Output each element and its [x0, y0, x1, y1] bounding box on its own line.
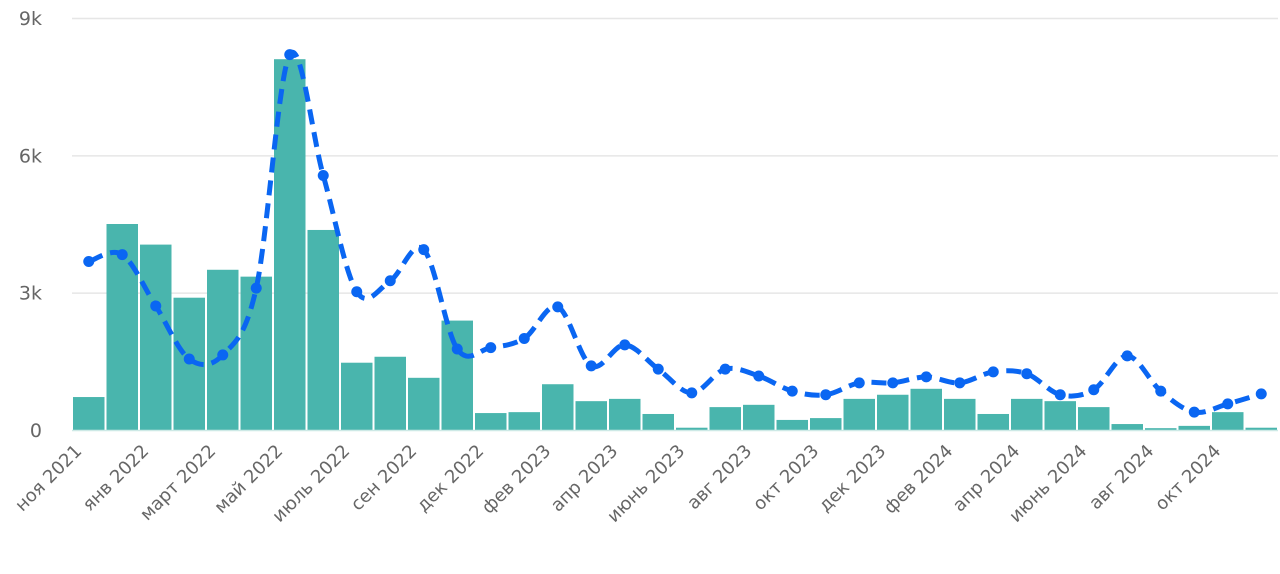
bar-series — [73, 59, 1277, 430]
bar — [1145, 428, 1177, 430]
bar — [910, 388, 942, 430]
bar — [676, 427, 708, 430]
bar — [743, 404, 775, 430]
line-point — [652, 363, 664, 375]
bar — [542, 384, 574, 430]
y-tick-label: 3k — [19, 283, 42, 305]
line-point — [116, 249, 128, 261]
line-point — [619, 339, 631, 351]
line-point — [351, 286, 363, 298]
line-point — [552, 301, 564, 313]
line-path — [87, 49, 1262, 416]
bar — [642, 413, 674, 430]
bar — [1178, 425, 1210, 430]
line-point — [585, 360, 597, 372]
line-point — [518, 332, 530, 344]
x-tick-label: фев 2023 — [478, 441, 556, 519]
x-tick-label: фев 2024 — [880, 441, 958, 519]
line-point — [83, 256, 95, 268]
bar — [475, 413, 507, 430]
bar — [776, 419, 808, 430]
x-tick-label: окт 2023 — [749, 441, 823, 515]
bar — [1245, 427, 1277, 430]
line-point — [853, 377, 865, 389]
line-point — [686, 387, 698, 399]
y-axis-tick-labels: 0 3k 6k 9k — [19, 8, 42, 442]
line-point — [954, 377, 966, 389]
bar — [374, 356, 406, 430]
bar — [609, 398, 641, 430]
line-point — [920, 371, 932, 383]
line-point — [786, 385, 798, 397]
line-point — [1088, 384, 1100, 396]
line-point — [317, 169, 329, 181]
line-point — [1155, 385, 1167, 397]
x-tick-label: окт 2024 — [1151, 441, 1225, 515]
line-point — [1054, 389, 1066, 401]
line-point — [753, 370, 765, 382]
bar — [441, 320, 473, 430]
line-point — [1188, 406, 1200, 418]
line-point — [1121, 350, 1133, 362]
line-point — [418, 244, 430, 256]
bar — [508, 412, 540, 430]
y-tick-label: 0 — [30, 420, 42, 442]
y-tick-label: 9k — [19, 8, 42, 30]
line-point — [217, 349, 229, 361]
x-tick-label: ноя 2021 — [11, 441, 86, 516]
bar — [1111, 424, 1143, 430]
line-point — [1021, 368, 1033, 380]
line-point — [1222, 398, 1234, 410]
x-tick-label: сен 2022 — [347, 441, 421, 515]
x-tick-label: дек 2023 — [815, 441, 891, 517]
y-tick-label: 6k — [19, 145, 42, 167]
bar — [73, 397, 105, 430]
line-series — [83, 49, 1267, 418]
bar — [408, 377, 440, 430]
bar — [1078, 407, 1110, 430]
line-point — [887, 377, 899, 389]
bar — [1212, 412, 1244, 430]
bar — [977, 413, 1009, 430]
line-point — [987, 366, 999, 378]
line-point — [719, 363, 731, 375]
line-point — [250, 282, 262, 294]
line-point — [1255, 388, 1267, 400]
x-tick-label: авг 2023 — [683, 441, 756, 514]
bar — [1044, 401, 1076, 430]
x-tick-label: авг 2024 — [1085, 441, 1158, 514]
bar — [709, 407, 741, 430]
line-point — [284, 49, 296, 61]
bar — [1011, 398, 1043, 430]
bar — [307, 229, 339, 430]
line-point — [150, 300, 162, 312]
bar — [944, 398, 976, 430]
line-point — [183, 353, 195, 365]
line-point — [820, 389, 832, 401]
bar — [810, 418, 842, 430]
line-point — [485, 342, 497, 354]
bar — [843, 398, 875, 430]
bar — [575, 401, 607, 430]
grid-lines — [72, 17, 1278, 294]
bar — [240, 276, 272, 430]
bar — [140, 244, 172, 430]
bar — [341, 362, 373, 430]
bar — [877, 394, 909, 430]
line-point — [384, 275, 396, 287]
x-tick-label: дек 2022 — [413, 441, 489, 517]
line-point — [451, 343, 463, 355]
